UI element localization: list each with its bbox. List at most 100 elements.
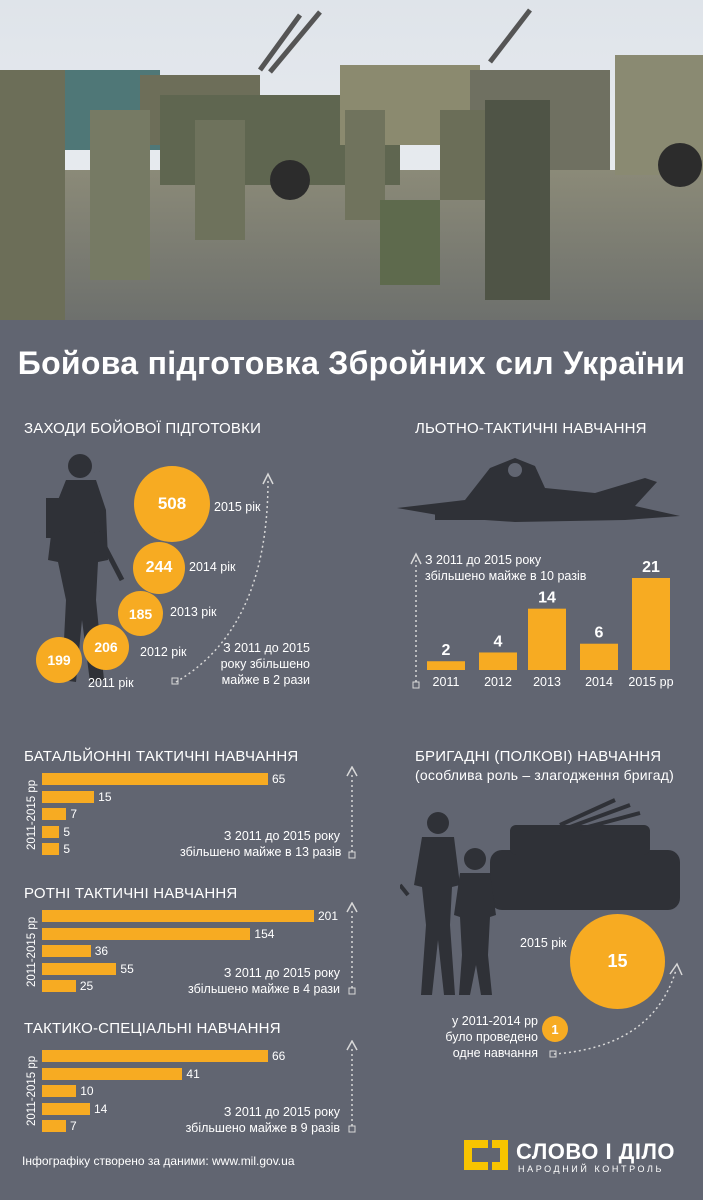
note-line: збільшено майже в 4 рази <box>188 982 340 996</box>
note-line: збільшено майже в 9 разів <box>185 1121 340 1135</box>
note-line: збільшено майже в 10 разів <box>425 569 587 583</box>
flight-bar <box>427 661 465 670</box>
note-line: у 2011-2014 рр <box>452 1014 538 1028</box>
flight-bar-category: 2015 рр <box>628 675 673 689</box>
company-bar <box>42 980 76 992</box>
special-bar <box>42 1085 77 1097</box>
header-photo <box>0 0 703 332</box>
flight-bar <box>632 578 670 670</box>
battalion-bar <box>42 825 60 838</box>
flight-bar-value: 21 <box>642 559 660 576</box>
brigade-big-bubble: 15 <box>570 914 665 1009</box>
special-bar-value: 41 <box>186 1066 200 1081</box>
battalion-heading: БАТАЛЬЙОННІ ТАКТИЧНІ НАВЧАННЯ <box>24 748 299 765</box>
note-line: року збільшено <box>220 657 310 671</box>
flight-tactical-note: З 2011 до 2015 року збільшено майже в 10… <box>425 552 586 584</box>
special-bar-value: 10 <box>80 1084 94 1098</box>
battalion-bar <box>42 773 268 785</box>
flight-bar-value: 14 <box>538 590 556 607</box>
bubble-2012: 206 <box>83 624 129 670</box>
company-bar-value: 201 <box>318 909 339 923</box>
bubble-2011: 199 <box>36 637 82 683</box>
battalion-bar <box>42 843 60 855</box>
battalion-bar-value: 5 <box>63 842 71 856</box>
battalion-axis-label: 2011-2015 рр <box>26 779 38 850</box>
source-footer: Інфографіку створено за даними: www.mil.… <box>22 1154 295 1168</box>
special-bar-value: 7 <box>69 1119 77 1133</box>
growth-arrow-company <box>346 902 358 995</box>
flight-bar-category: 2012 <box>484 675 512 689</box>
growth-arrow-special <box>346 1040 358 1133</box>
flight-bar-category: 2014 <box>585 675 613 689</box>
bubble-2013-label: 2013 рік <box>170 605 217 619</box>
flight-bar-value: 6 <box>595 625 604 642</box>
battalion-bar-value: 65 <box>272 772 286 786</box>
brigade-small-bubble: 1 <box>542 1016 568 1042</box>
brigade-heading: БРИГАДНІ (ПОЛКОВІ) НАВЧАННЯ <box>415 748 662 765</box>
logo-subtext: НАРОДНИЙ КОНТРОЛЬ <box>518 1164 664 1174</box>
growth-arrow-brigade <box>549 962 683 1058</box>
special-bar <box>42 1067 183 1080</box>
flight-bar <box>528 608 566 670</box>
fighter-jet-icon <box>397 458 680 522</box>
note-line: було проведено <box>445 1030 538 1044</box>
battalion-bar-value: 15 <box>98 789 112 804</box>
battalion-bar-value: 7 <box>70 807 78 821</box>
bubble-2014-label: 2014 рік <box>189 560 236 574</box>
bubble-2014: 244 <box>133 542 185 594</box>
note-line: одне навчання <box>452 1046 538 1060</box>
special-heading: ТАКТИКО-СПЕЦІАЛЬНІ НАВЧАННЯ <box>24 1020 281 1037</box>
growth-arrow-1 <box>171 472 274 685</box>
company-bar <box>42 910 314 922</box>
flight-bar <box>479 652 517 670</box>
flight-bar-category: 2013 <box>533 675 561 689</box>
bubble-2015: 508 <box>134 466 210 542</box>
special-axis-label: 2011-2015 рр <box>26 1055 38 1126</box>
company-axis-label: 2011-2015 рр <box>26 916 38 987</box>
note-line: З 2011 до 2015 року <box>223 1105 340 1119</box>
logo-text: СЛОВО І ДІЛО <box>516 1139 676 1164</box>
flight-bar-category: 2011 <box>433 675 460 689</box>
bubble-2015-label: 2015 рік <box>214 500 261 514</box>
company-bar <box>42 945 91 957</box>
special-bar-value: 14 <box>93 1101 108 1116</box>
note-line: З 2011 до 2015 року <box>223 966 340 980</box>
company-bar-value: 36 <box>94 944 109 958</box>
logo: СЛОВО І ДІЛО НАРОДНИЙ КОНТРОЛЬ <box>462 1138 687 1178</box>
company-bar-value: 154 <box>254 926 275 941</box>
flight-bar-value: 4 <box>494 633 503 650</box>
page-title: Бойова підготовка Збройних сил України <box>17 345 686 381</box>
flight-bar-value: 2 <box>442 642 451 659</box>
flight-tactical-heading: ЛЬОТНО-ТАКТИЧНІ НАВЧАННЯ <box>415 420 647 437</box>
flight-tactical-chart: 2 2011 4 2012 14 2013 6 2014 21 2015 рр <box>410 552 674 689</box>
company-bar <box>42 962 117 975</box>
brigade-note: у 2011-2014 рр було проведено одне навча… <box>410 1013 538 1061</box>
note-line: З 2011 до 2015 року <box>425 553 542 567</box>
brigade-year-label: 2015 рік <box>520 936 567 950</box>
bubble-2012-label: 2012 рік <box>140 645 187 659</box>
combat-training-heading: ЗАХОДИ БОЙОВОЇ ПІДГОТОВКИ <box>24 420 262 437</box>
special-bar <box>42 1102 90 1115</box>
company-bar-value: 55 <box>120 961 134 976</box>
battalion-bar <box>42 808 67 820</box>
flight-bar <box>580 643 618 670</box>
note-line: З 2011 до 2015 року <box>223 829 340 843</box>
combat-training-note: З 2011 до 2015 року збільшено майже в 2 … <box>210 640 310 688</box>
special-note: З 2011 до 2015 року збільшено майже в 9 … <box>180 1104 340 1136</box>
military-photo-illustration <box>0 0 703 332</box>
special-bar-value: 66 <box>272 1049 286 1063</box>
logo-mark-icon <box>464 1140 508 1170</box>
battalion-bar <box>42 790 95 803</box>
note-line: збільшено майже в 13 разів <box>180 845 342 859</box>
battalion-bar-value: 5 <box>63 824 71 839</box>
company-bar-value: 25 <box>79 979 94 993</box>
tank-soldiers-icon <box>400 798 680 995</box>
battalion-note: З 2011 до 2015 року збільшено майже в 13… <box>180 828 342 860</box>
note-line: майже в 2 рази <box>221 673 310 687</box>
special-bar <box>42 1050 268 1062</box>
special-bar <box>42 1120 66 1132</box>
company-note: З 2011 до 2015 року збільшено майже в 4 … <box>180 965 340 997</box>
bubble-2013: 185 <box>118 591 163 636</box>
brigade-subheading: (особлива роль – злагодження бригад) <box>415 767 675 783</box>
growth-arrow-battalion <box>346 766 358 859</box>
